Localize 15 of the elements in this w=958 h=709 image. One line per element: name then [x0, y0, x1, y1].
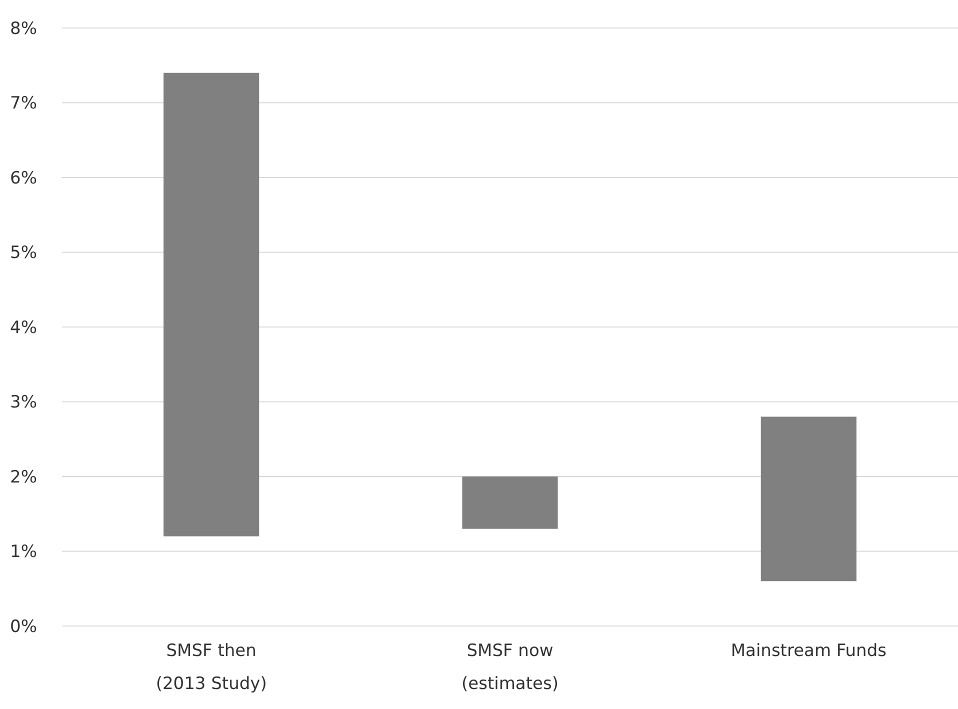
y-tick-label: 3%: [10, 392, 37, 413]
y-tick-label: 6%: [10, 168, 37, 188]
bar: [462, 476, 558, 529]
y-tick-label: 8%: [10, 18, 37, 39]
y-tick-label: 0%: [10, 616, 37, 637]
y-tick-label: 1%: [10, 542, 37, 562]
y-tick-label: 7%: [10, 94, 37, 114]
y-tick-label: 5%: [10, 243, 37, 264]
y-tick-label: 2%: [10, 467, 37, 488]
bar: [164, 72, 260, 536]
x-tick-label: SMSF now (estimates): [462, 641, 558, 694]
x-tick-label: SMSF then (2013 Study): [156, 641, 267, 694]
x-tick-label: Mainstream Funds: [730, 641, 887, 661]
y-tick-label: 4%: [10, 318, 37, 338]
bar: [760, 416, 856, 582]
